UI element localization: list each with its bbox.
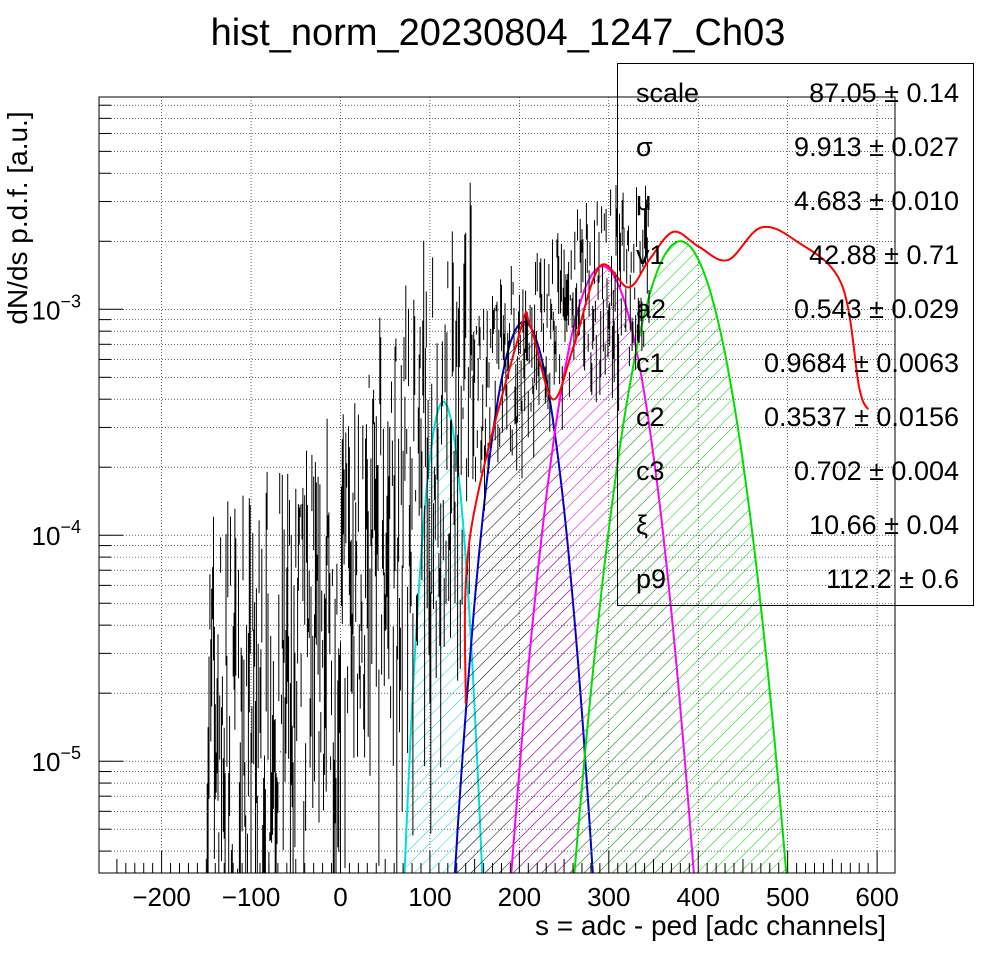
fit-param-name: μ bbox=[636, 186, 652, 216]
x-tick-label: 300 bbox=[587, 882, 630, 912]
chart-title: hist_norm_20230804_1247_Ch03 bbox=[210, 12, 786, 54]
fit-param-name: c3 bbox=[636, 456, 665, 486]
peak-curve-3 bbox=[573, 240, 788, 873]
fit-param-name: c1 bbox=[636, 348, 665, 378]
fit-param-name: σ bbox=[636, 132, 653, 162]
peak-curve-0 bbox=[403, 400, 484, 873]
fit-param-row: ξ 10.66 ± 0.04 bbox=[618, 496, 975, 550]
plot-frame bbox=[98, 96, 896, 874]
fit-param-row: scale 87.05 ± 0.14 bbox=[618, 64, 975, 118]
fit-param-value: 0.543 ± 0.029 bbox=[794, 294, 959, 324]
x-tick-label: −200 bbox=[132, 882, 191, 912]
fit-param-value: 0.9684 ± 0.0063 bbox=[764, 348, 959, 378]
fit-param-row: c1 0.9684 ± 0.0063 bbox=[618, 334, 975, 388]
fit-param-row: μ 4.683 ± 0.010 bbox=[618, 172, 975, 226]
x-tick-label: 400 bbox=[677, 882, 720, 912]
fit-param-name: a2 bbox=[636, 294, 667, 324]
fit-param-value: 0.3537 ± 0.0156 bbox=[764, 402, 959, 432]
plot-area bbox=[206, 182, 870, 873]
fit-param-row: p9 112.2 ± 0.6 bbox=[618, 550, 975, 604]
y-axis-label: dN/ds p.d.f. [a.u.] bbox=[2, 111, 33, 325]
fit-param-row: σ 9.913 ± 0.027 bbox=[618, 118, 975, 172]
fit-param-name: ξ bbox=[636, 510, 649, 540]
peak-fill-3 bbox=[574, 241, 787, 873]
x-tick-label: 600 bbox=[855, 882, 898, 912]
fit-param-value: 10.66 ± 0.04 bbox=[809, 510, 959, 540]
fit-param-value: 0.702 ± 0.004 bbox=[794, 456, 959, 486]
fit-param-row: c2 0.3537 ± 0.0156 bbox=[618, 388, 975, 442]
fit-curve bbox=[463, 225, 870, 704]
x-tick-label: −100 bbox=[222, 882, 281, 912]
x-tick-label: 100 bbox=[408, 882, 451, 912]
fit-param-value: 87.05 ± 0.14 bbox=[809, 78, 959, 108]
fit-param-value: 4.683 ± 0.010 bbox=[794, 186, 959, 216]
y-tick-label: 10−3 bbox=[32, 291, 81, 325]
fit-param-value: 42.88 ± 0.71 bbox=[809, 240, 959, 270]
histogram bbox=[206, 182, 650, 873]
grid-lines bbox=[99, 97, 895, 873]
x-tick-label: 200 bbox=[498, 882, 541, 912]
axes: −200 −100 0 100 200 300 400 500 600 10−5 10−4 10−3 bbox=[32, 104, 899, 912]
fit-param-value: 112.2 ± 0.6 bbox=[826, 564, 959, 594]
fit-param-row: a2 0.543 ± 0.029 bbox=[618, 280, 975, 334]
fit-param-name: v1 bbox=[636, 240, 665, 270]
fit-param-name: p9 bbox=[636, 564, 667, 594]
fit-param-value: 9.913 ± 0.027 bbox=[794, 132, 959, 162]
y-tick-label: 10−4 bbox=[32, 517, 81, 551]
x-tick-label: 0 bbox=[333, 882, 347, 912]
fit-parameters-box: scale 87.05 ± 0.14 σ 9.913 ± 0.027 μ 4.683 ± … bbox=[617, 63, 974, 606]
fit-param-row: v1 42.88 ± 0.71 bbox=[618, 226, 975, 280]
fit-param-name: c2 bbox=[636, 402, 665, 432]
x-tick-label: 500 bbox=[766, 882, 809, 912]
x-axis-label: s = adc - ped [adc channels] bbox=[535, 910, 886, 941]
fit-param-name: scale bbox=[636, 78, 700, 108]
fit-param-row: c3 0.702 ± 0.004 bbox=[618, 442, 975, 496]
y-tick-label: 10−5 bbox=[32, 743, 81, 777]
